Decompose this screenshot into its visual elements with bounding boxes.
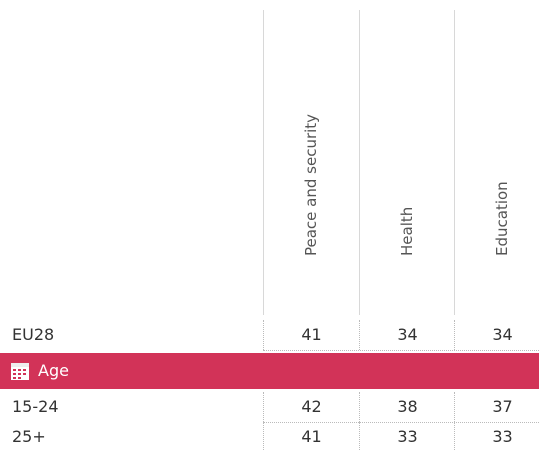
cell-value: 34 <box>492 325 513 344</box>
row-label: 25+ <box>12 427 46 446</box>
cell-divider <box>359 392 360 422</box>
column-divider <box>359 10 360 315</box>
cell-divider <box>263 422 264 450</box>
row-divider <box>263 422 539 423</box>
cell-value: 42 <box>301 397 322 416</box>
row-label: 15-24 <box>12 397 59 416</box>
cell-value: 34 <box>397 325 418 344</box>
cell-divider <box>263 320 264 350</box>
row-label: EU28 <box>12 325 55 344</box>
cell-value: 41 <box>301 427 322 446</box>
cell-divider <box>454 422 455 450</box>
cell-divider <box>454 392 455 422</box>
column-header: Education <box>492 181 511 256</box>
cell-value: 33 <box>492 427 513 446</box>
cell-value: 37 <box>492 397 513 416</box>
column-divider <box>263 10 264 315</box>
cell-divider <box>359 422 360 450</box>
cell-value: 41 <box>301 325 322 344</box>
section-header: Age <box>0 353 539 389</box>
row-divider <box>263 350 539 351</box>
cell-value: 38 <box>397 397 418 416</box>
calendar-icon <box>11 363 29 380</box>
cell-divider <box>359 320 360 350</box>
cell-divider <box>263 392 264 422</box>
column-header: Health <box>397 206 416 256</box>
cell-value: 33 <box>397 427 418 446</box>
cell-divider <box>454 320 455 350</box>
column-header: Peace and security <box>301 113 320 256</box>
column-divider <box>454 10 455 315</box>
section-title: Age <box>38 361 69 380</box>
